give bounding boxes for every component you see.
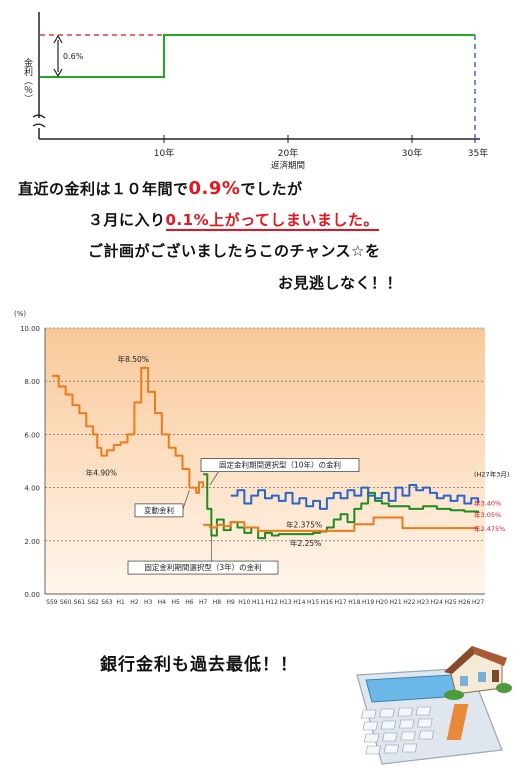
low-annotation: 年4.90% <box>86 468 117 478</box>
axis-break-mark <box>32 114 46 119</box>
message-line-2-suffix: 上がってしまいました。 <box>209 211 379 229</box>
fixed10-label-box <box>200 458 360 473</box>
x-tick-label: H20 <box>376 599 388 606</box>
x-tick-label: H25 <box>445 599 457 606</box>
x-tick-label: H10 <box>238 599 250 606</box>
message-line-1-rate: 0.9% <box>188 178 241 199</box>
gap-arrow-head-down <box>53 68 63 78</box>
end-variable-annotation: 年2.475% <box>474 524 505 533</box>
variable-label: 変動金利 <box>144 505 174 515</box>
x-tick-label: H19 <box>362 599 374 606</box>
x-tick-label: S61 <box>74 599 86 606</box>
fixed3-label: 固定金利期間選択型（3年）の金利 <box>144 562 261 572</box>
axis-ticks: 0.00 2.00 4.00 6.00 8.00 10.00 (%) S59 S60 S61 S62… <box>14 310 484 606</box>
message-line-3: ご計画がございましたらこのチャンス☆を <box>88 242 381 260</box>
x-tick-label: H17 <box>335 599 347 606</box>
x-tick-label: H12 <box>266 599 278 606</box>
y-unit-label: (%) <box>14 310 26 318</box>
house-icon <box>444 646 512 700</box>
y-tick-label: 4.00 <box>24 485 40 493</box>
variable-leader <box>182 490 190 509</box>
rate-step-line <box>40 34 475 78</box>
rate-2375-annotation: 年2.375% <box>286 519 322 529</box>
x-tick-label: H18 <box>348 599 360 606</box>
x-tick-label: S59 <box>46 599 58 606</box>
calculator-house-illustration <box>356 646 512 765</box>
tick-label-10: 10年 <box>154 147 174 159</box>
series-line-3 <box>203 516 479 532</box>
x-tick-label: H4 <box>158 599 167 606</box>
x-tick-label: H13 <box>280 599 292 606</box>
grid-lines <box>44 327 485 595</box>
tick-label-20: 20年 <box>278 147 298 159</box>
x-tick-label: H27 <box>472 599 484 606</box>
message-line-2-rate: 0.1% <box>165 211 210 229</box>
variable-label-box <box>134 503 184 518</box>
fixed10-label: 固定金利期間選択型（10年）の金利 <box>219 460 341 470</box>
y-tick-label: 6.00 <box>24 431 40 439</box>
series-line-0 <box>51 366 205 494</box>
message-line-2: ３月に入り0.1%上がってしまいました。 <box>88 209 379 231</box>
end-fixed3-annotation: 年3.05% <box>474 510 501 519</box>
rate-225-annotation: 年2.25% <box>290 538 321 548</box>
x-tick-label: S60 <box>60 599 72 606</box>
x-tick-label: H5 <box>171 599 180 606</box>
message-line-1-prefix: 直近の金利は１０年間で <box>18 180 189 198</box>
message-line-1: 直近の金利は１０年間で0.9%でしたが <box>18 178 302 199</box>
date-annotation: (H27年3月) <box>474 469 509 478</box>
y-tick-label: 8.00 <box>24 378 40 386</box>
y-tick-label: 0.00 <box>24 591 40 599</box>
x-tick-label: S62 <box>87 599 99 606</box>
peak-annotation: 年8.50% <box>118 354 149 364</box>
x-tick-label: H11 <box>252 599 264 606</box>
interest-rate-history-chart: 0.00 2.00 4.00 6.00 8.00 10.00 (%) S59 S60 S61 S62… <box>14 310 509 606</box>
series-lines <box>51 366 480 540</box>
y-tick-label: 2.00 <box>24 538 40 546</box>
message-line-2-prefix: ３月に入り <box>88 211 166 229</box>
x-tick-label: H22 <box>403 599 415 606</box>
top-y-label: 金利（％） <box>22 57 33 103</box>
x-tick-label: H21 <box>390 599 402 606</box>
x-tick-label: H7 <box>199 599 208 606</box>
axis-break-mark-2 <box>32 123 46 128</box>
message-line-4: お見逃しなく！！ <box>278 274 403 292</box>
x-tick-label: H1 <box>116 599 125 606</box>
x-tick-label: H8 <box>213 599 222 606</box>
gap-label: 0.6% <box>63 52 84 61</box>
x-tick-label: H26 <box>458 599 470 606</box>
x-tick-label: H24 <box>431 599 443 606</box>
top-x-label: 返済期間 <box>271 160 305 171</box>
x-tick-label: H14 <box>293 599 305 606</box>
fixed3-label-box <box>127 560 279 575</box>
bottom-tagline: 銀行金利も過去最低！！ <box>100 655 298 675</box>
x-tick-label: H23 <box>417 599 429 606</box>
x-tick-label: H3 <box>144 599 153 606</box>
x-tick-label: S63 <box>101 599 113 606</box>
end-fixed10-annotation: 年3.40% <box>474 499 501 508</box>
x-tick-label: H6 <box>185 599 194 606</box>
interest-change-diagram: 0.6% 金利（％） 10年 20年 30年 35年 返済期間 <box>22 12 488 171</box>
x-tick-label: H15 <box>307 599 319 606</box>
series-line-2 <box>230 483 480 510</box>
x-tick-label: H9 <box>226 599 235 606</box>
annotations: 年8.50% 年4.90% 固定金利期間選択型（10年）の金利変動金利固定金利期間選… <box>86 354 509 575</box>
tick-label-35: 35年 <box>468 147 488 159</box>
tick-label-30: 30年 <box>402 147 422 159</box>
message-line-1-suffix: でしたが <box>240 180 303 198</box>
gap-arrow-head-up <box>53 34 63 44</box>
x-tick-label: H16 <box>321 599 333 606</box>
y-tick-label: 10.00 <box>20 325 40 333</box>
x-tick-label: H2 <box>130 599 139 606</box>
